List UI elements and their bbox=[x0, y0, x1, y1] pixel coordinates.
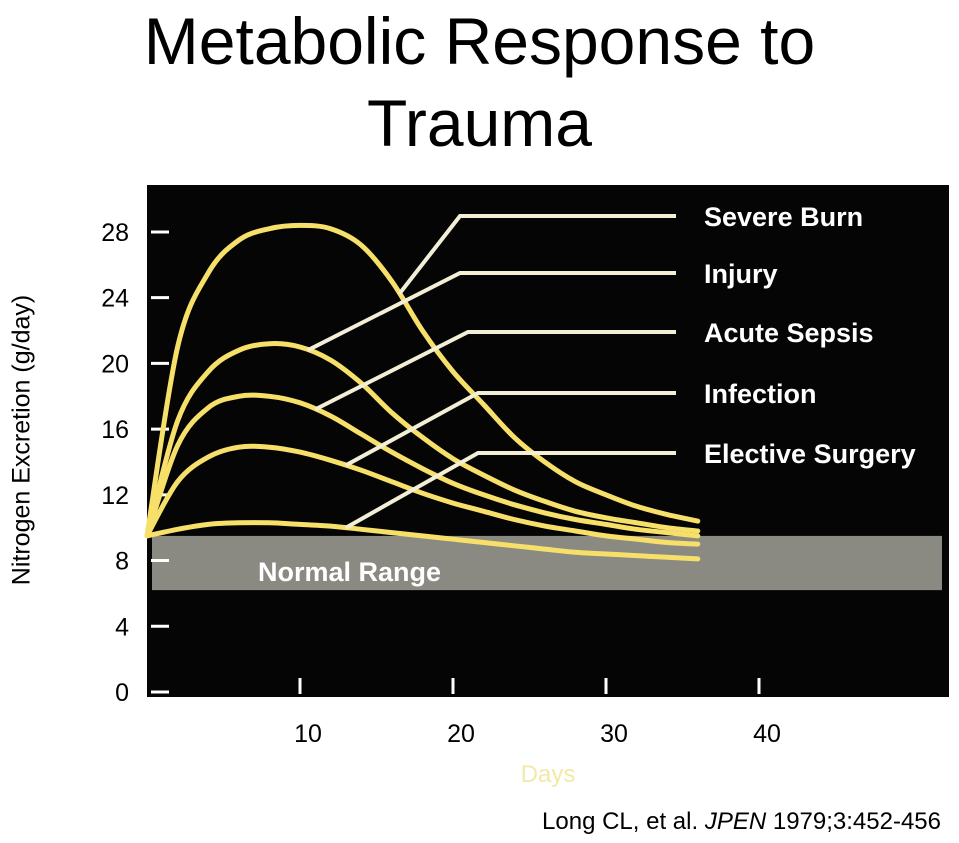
y-tick-label: 12 bbox=[101, 482, 129, 510]
x-tick-label: 20 bbox=[447, 720, 475, 748]
leader-line-elective-surgery bbox=[344, 451, 676, 530]
series-line-elective-surgery bbox=[144, 520, 701, 562]
plot-area: Normal Range bbox=[147, 185, 949, 697]
legend-label-infection: Infection bbox=[704, 379, 817, 409]
y-tick-label: 16 bbox=[101, 416, 129, 444]
series-line-acute-sepsis bbox=[144, 392, 701, 539]
legend: Severe Burn Injury Acute Sepsis Infection El… bbox=[704, 202, 916, 469]
y-tick-label: 0 bbox=[115, 679, 129, 707]
citation-journal: JPEN bbox=[704, 808, 767, 835]
series-line-infection bbox=[144, 443, 701, 547]
series-line-severe-burn bbox=[144, 222, 701, 539]
legend-label-injury: Injury bbox=[704, 259, 778, 289]
y-tick-label: 28 bbox=[101, 219, 129, 247]
normal-range-band bbox=[152, 535, 942, 591]
leader-line-infection bbox=[344, 391, 676, 468]
citation-reference: 1979;3:452-456 bbox=[766, 808, 941, 835]
citation: Long CL, et al. JPEN 1979;3:452-456 bbox=[542, 808, 941, 836]
y-tick-label: 20 bbox=[101, 350, 129, 378]
series-line-injury bbox=[144, 341, 701, 539]
chart-title: Metabolic Response to Trauma bbox=[0, 0, 959, 164]
leader-line-acute-sepsis bbox=[314, 330, 676, 412]
y-tick-label: 4 bbox=[115, 613, 129, 641]
y-axis: 0 4 8 12 16 20 24 28 bbox=[101, 219, 169, 707]
leader-line-injury bbox=[306, 271, 676, 353]
legend-label-acute-sepsis: Acute Sepsis bbox=[704, 318, 874, 348]
x-tick-label: 10 bbox=[294, 720, 322, 748]
series-curves bbox=[144, 222, 701, 562]
leader-line-severe-burn bbox=[397, 214, 676, 295]
x-axis-title: Days bbox=[521, 761, 576, 788]
citation-authors: Long CL, et al. bbox=[542, 808, 705, 835]
legend-leader-lines bbox=[306, 214, 676, 530]
chart-title-line-1: Metabolic Response to bbox=[143, 4, 816, 78]
legend-label-elective-surgery: Elective Surgery bbox=[704, 439, 916, 469]
plot-background bbox=[147, 185, 949, 697]
x-tick-label: 30 bbox=[600, 720, 628, 748]
y-tick-label: 24 bbox=[101, 285, 129, 313]
chart-title-line-2: Trauma bbox=[367, 86, 592, 160]
y-tick-label: 8 bbox=[115, 548, 129, 576]
x-tick-label: 40 bbox=[753, 720, 781, 748]
x-axis: 10 20 30 40 bbox=[294, 678, 781, 748]
normal-range-label: Normal Range bbox=[258, 557, 441, 587]
legend-label-severe-burn: Severe Burn bbox=[704, 202, 863, 232]
